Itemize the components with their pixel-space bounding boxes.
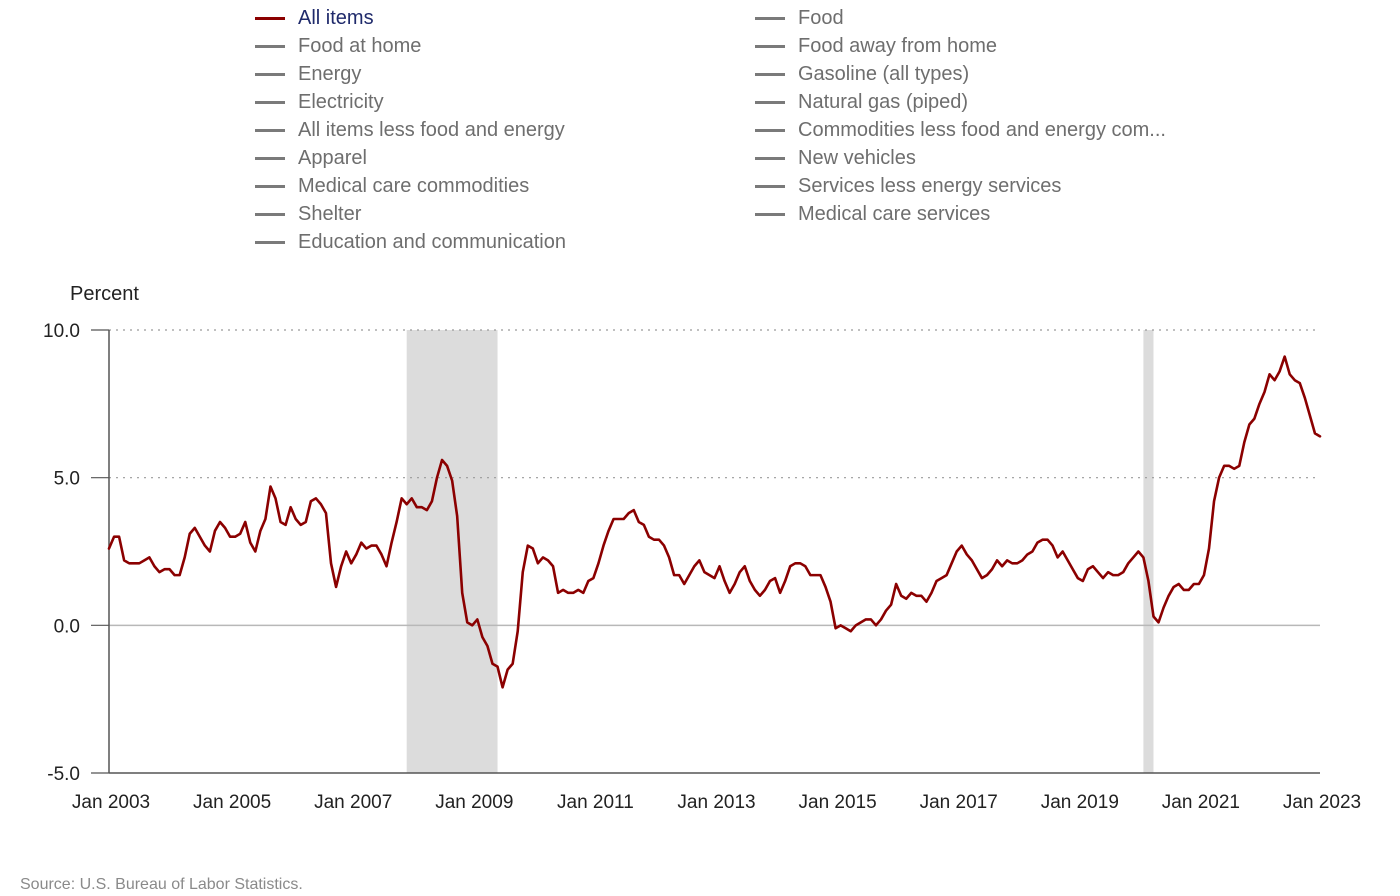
y-tick-label: 0.0 xyxy=(54,616,80,637)
x-tick-label: Jan 2021 xyxy=(1162,792,1240,813)
legend-swatch xyxy=(755,16,785,20)
legend-item-food[interactable]: Food xyxy=(755,4,844,32)
legend-item-energy[interactable]: Energy xyxy=(255,60,361,88)
legend-label: New vehicles xyxy=(798,146,916,169)
legend-item-all-items[interactable]: All items xyxy=(255,4,374,32)
legend-item-food-at-home[interactable]: Food at home xyxy=(255,32,421,60)
legend-swatch xyxy=(255,156,285,160)
legend-label: Natural gas (piped) xyxy=(798,90,969,113)
x-tick-label: Jan 2005 xyxy=(193,792,271,813)
legend-label: Services less energy services xyxy=(798,174,1062,197)
legend-item-natural-gas-piped[interactable]: Natural gas (piped) xyxy=(755,88,968,116)
source-note: Source: U.S. Bureau of Labor Statistics. xyxy=(20,876,303,893)
legend-swatch xyxy=(755,184,785,188)
legend-label: Food at home xyxy=(298,34,422,57)
x-tick-label: Jan 2015 xyxy=(799,792,877,813)
x-tick-label: Jan 2023 xyxy=(1283,792,1361,813)
legend-label: Energy xyxy=(298,62,362,85)
legend-swatch xyxy=(755,156,785,160)
legend-swatch xyxy=(755,212,785,216)
x-tick-label: Jan 2013 xyxy=(677,792,755,813)
y-tick-labels: 10.0 5.0 0.0 -5.0 xyxy=(43,321,80,785)
legend-label: Commodities less food and energy com... xyxy=(798,118,1166,141)
legend-swatch xyxy=(255,128,285,132)
y-tick-label: 5.0 xyxy=(54,469,80,490)
legend-label: Education and communication xyxy=(298,230,566,253)
gridlines xyxy=(109,329,1320,627)
legend-item-new-vehicles[interactable]: New vehicles xyxy=(755,144,916,172)
legend-label: Food xyxy=(798,6,844,29)
legend-swatch xyxy=(255,16,285,20)
legend-item-shelter[interactable]: Shelter xyxy=(255,200,361,228)
legend-item-education-and-communication[interactable]: Education and communication xyxy=(255,228,566,256)
legend-item-food-away-from-home[interactable]: Food away from home xyxy=(755,32,997,60)
recession-shading xyxy=(406,330,1154,773)
series-layer xyxy=(107,355,1322,689)
recession-band xyxy=(406,330,498,773)
legend-item-apparel[interactable]: Apparel xyxy=(255,144,367,172)
y-tick-label: -5.0 xyxy=(47,764,80,785)
legend-swatch xyxy=(255,240,285,244)
legend-item-services-less-energy-services[interactable]: Services less energy services xyxy=(755,172,1061,200)
x-tick-label: Jan 2017 xyxy=(920,792,998,813)
chart-legend: All items Food at home Energy Electricity Al… xyxy=(255,4,1255,256)
legend-label: All items less food and energy xyxy=(298,118,565,141)
x-tick-label: Jan 2003 xyxy=(72,792,150,813)
axes xyxy=(91,329,1320,774)
legend-swatch xyxy=(255,100,285,104)
x-tick-label: Jan 2009 xyxy=(435,792,513,813)
legend-item-commodities-less-food-and-energy-com[interactable]: Commodities less food and energy com... xyxy=(755,116,1166,144)
line-chart: Percent 10.05.00.0-5.0 Jan 2003 Jan 2005 J… xyxy=(43,283,1361,813)
legend-swatch xyxy=(755,72,785,76)
legend-swatch xyxy=(755,128,785,132)
legend-swatch xyxy=(255,44,285,48)
legend-swatch xyxy=(255,72,285,76)
legend-swatch xyxy=(255,212,285,216)
legend-label: Apparel xyxy=(298,146,367,169)
legend-item-medical-care-services[interactable]: Medical care services xyxy=(755,200,990,228)
legend-label: Electricity xyxy=(298,90,384,113)
y-tick-label: 10.0 xyxy=(43,321,80,342)
y-axis-title: Percent xyxy=(70,283,139,305)
series-line-all-items xyxy=(107,355,1322,689)
legend-swatch xyxy=(755,44,785,48)
legend-item-electricity[interactable]: Electricity xyxy=(255,88,384,116)
x-tick-label: Jan 2011 xyxy=(557,792,634,813)
legend-label: Gasoline (all types) xyxy=(798,62,970,85)
legend-label: Medical care services xyxy=(798,202,991,225)
legend-item-gasoline-all-types[interactable]: Gasoline (all types) xyxy=(755,60,969,88)
x-tick-labels: Jan 2003 Jan 2005 Jan 2007 Jan 2009 Jan 2011… xyxy=(72,792,1361,813)
legend-label: Medical care commodities xyxy=(298,174,530,197)
x-tick-label: Jan 2007 xyxy=(314,792,392,813)
legend-label: Food away from home xyxy=(798,34,997,57)
x-tick-label: Jan 2019 xyxy=(1041,792,1119,813)
legend-swatch xyxy=(755,100,785,104)
legend-swatch xyxy=(255,184,285,188)
legend-item-all-items-less-food-and-energy[interactable]: All items less food and energy xyxy=(255,116,565,144)
recession-band xyxy=(1143,330,1154,773)
legend-item-medical-care-commodities[interactable]: Medical care commodities xyxy=(255,172,529,200)
legend-label: All items xyxy=(298,6,374,29)
legend-label: Shelter xyxy=(298,202,362,225)
